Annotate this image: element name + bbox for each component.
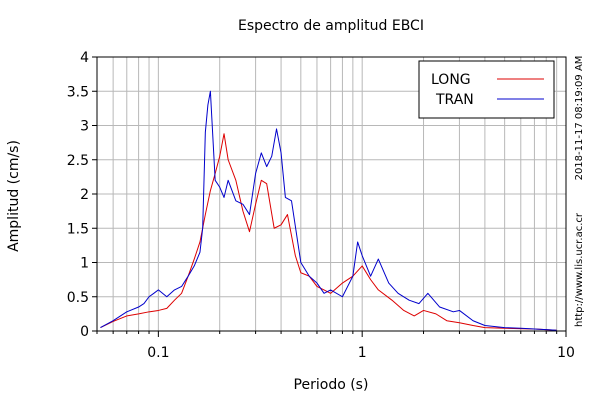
legend-label-long: LONG xyxy=(431,72,471,88)
website-text: http://www.lis.ucr.ac.cr xyxy=(574,212,585,327)
chart-title: Espectro de amplitud EBCI xyxy=(238,18,424,34)
x-tick-label: 10 xyxy=(557,345,575,361)
series-layer xyxy=(100,90,557,331)
y-axis-label: Amplitud (cm/s) xyxy=(6,140,22,252)
x-axis-label: Periodo (s) xyxy=(294,377,369,393)
x-tick-label: 0.1 xyxy=(147,345,169,361)
series-line-long xyxy=(100,133,557,331)
timestamp-text: 2018-11-17 08:19:09 AM xyxy=(574,56,585,181)
series-line-tran xyxy=(100,90,557,331)
legend: LONG TRAN xyxy=(418,60,555,119)
legend-box xyxy=(418,60,555,119)
y-tick-label: 3.5 xyxy=(67,84,89,100)
y-tick-label: 0.5 xyxy=(67,290,89,306)
legend-label-tran: TRAN xyxy=(435,92,474,108)
y-tick-label: 4 xyxy=(80,50,89,66)
y-tick-label: 2 xyxy=(80,187,89,203)
y-tick-label: 1 xyxy=(80,256,89,272)
y-tick-label: 1.5 xyxy=(67,221,89,237)
y-tick-label: 0 xyxy=(80,324,89,340)
axes: 0 0.5 1 1.5 2 2.5 3 3.5 4 0.1 1 10 xyxy=(67,50,575,361)
y-tick-label: 2.5 xyxy=(67,153,89,169)
x-tick-label: 1 xyxy=(358,345,367,361)
y-tick-label: 3 xyxy=(80,119,89,135)
